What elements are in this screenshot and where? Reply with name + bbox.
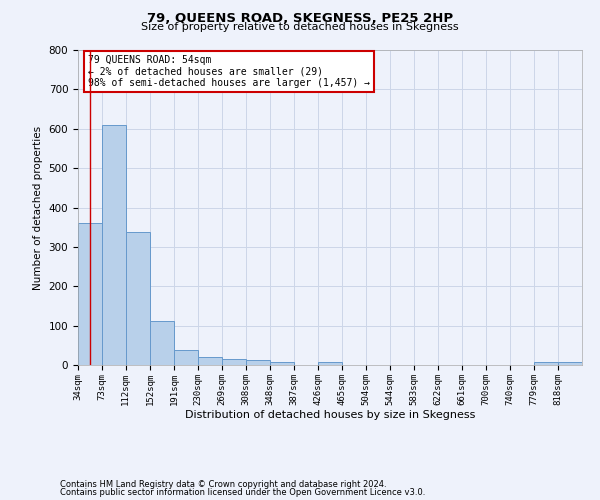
Bar [558, 362, 582, 365]
Text: Size of property relative to detached houses in Skegness: Size of property relative to detached ho… [141, 22, 459, 32]
Text: Contains HM Land Registry data © Crown copyright and database right 2024.: Contains HM Land Registry data © Crown c… [60, 480, 386, 489]
Bar [126, 232, 149, 365]
Bar [222, 359, 246, 365]
X-axis label: Distribution of detached houses by size in Skegness: Distribution of detached houses by size … [185, 410, 475, 420]
Bar [150, 320, 174, 365]
Bar [246, 360, 269, 365]
Bar [198, 357, 222, 365]
Y-axis label: Number of detached properties: Number of detached properties [33, 126, 43, 290]
Bar [102, 125, 126, 365]
Text: 79, QUEENS ROAD, SKEGNESS, PE25 2HP: 79, QUEENS ROAD, SKEGNESS, PE25 2HP [147, 12, 453, 26]
Bar [270, 362, 294, 365]
Bar [78, 223, 102, 365]
Bar [534, 362, 558, 365]
Text: Contains public sector information licensed under the Open Government Licence v3: Contains public sector information licen… [60, 488, 425, 497]
Bar [174, 350, 198, 365]
Bar [318, 362, 342, 365]
Text: 79 QUEENS ROAD: 54sqm
← 2% of detached houses are smaller (29)
98% of semi-detac: 79 QUEENS ROAD: 54sqm ← 2% of detached h… [88, 54, 370, 88]
